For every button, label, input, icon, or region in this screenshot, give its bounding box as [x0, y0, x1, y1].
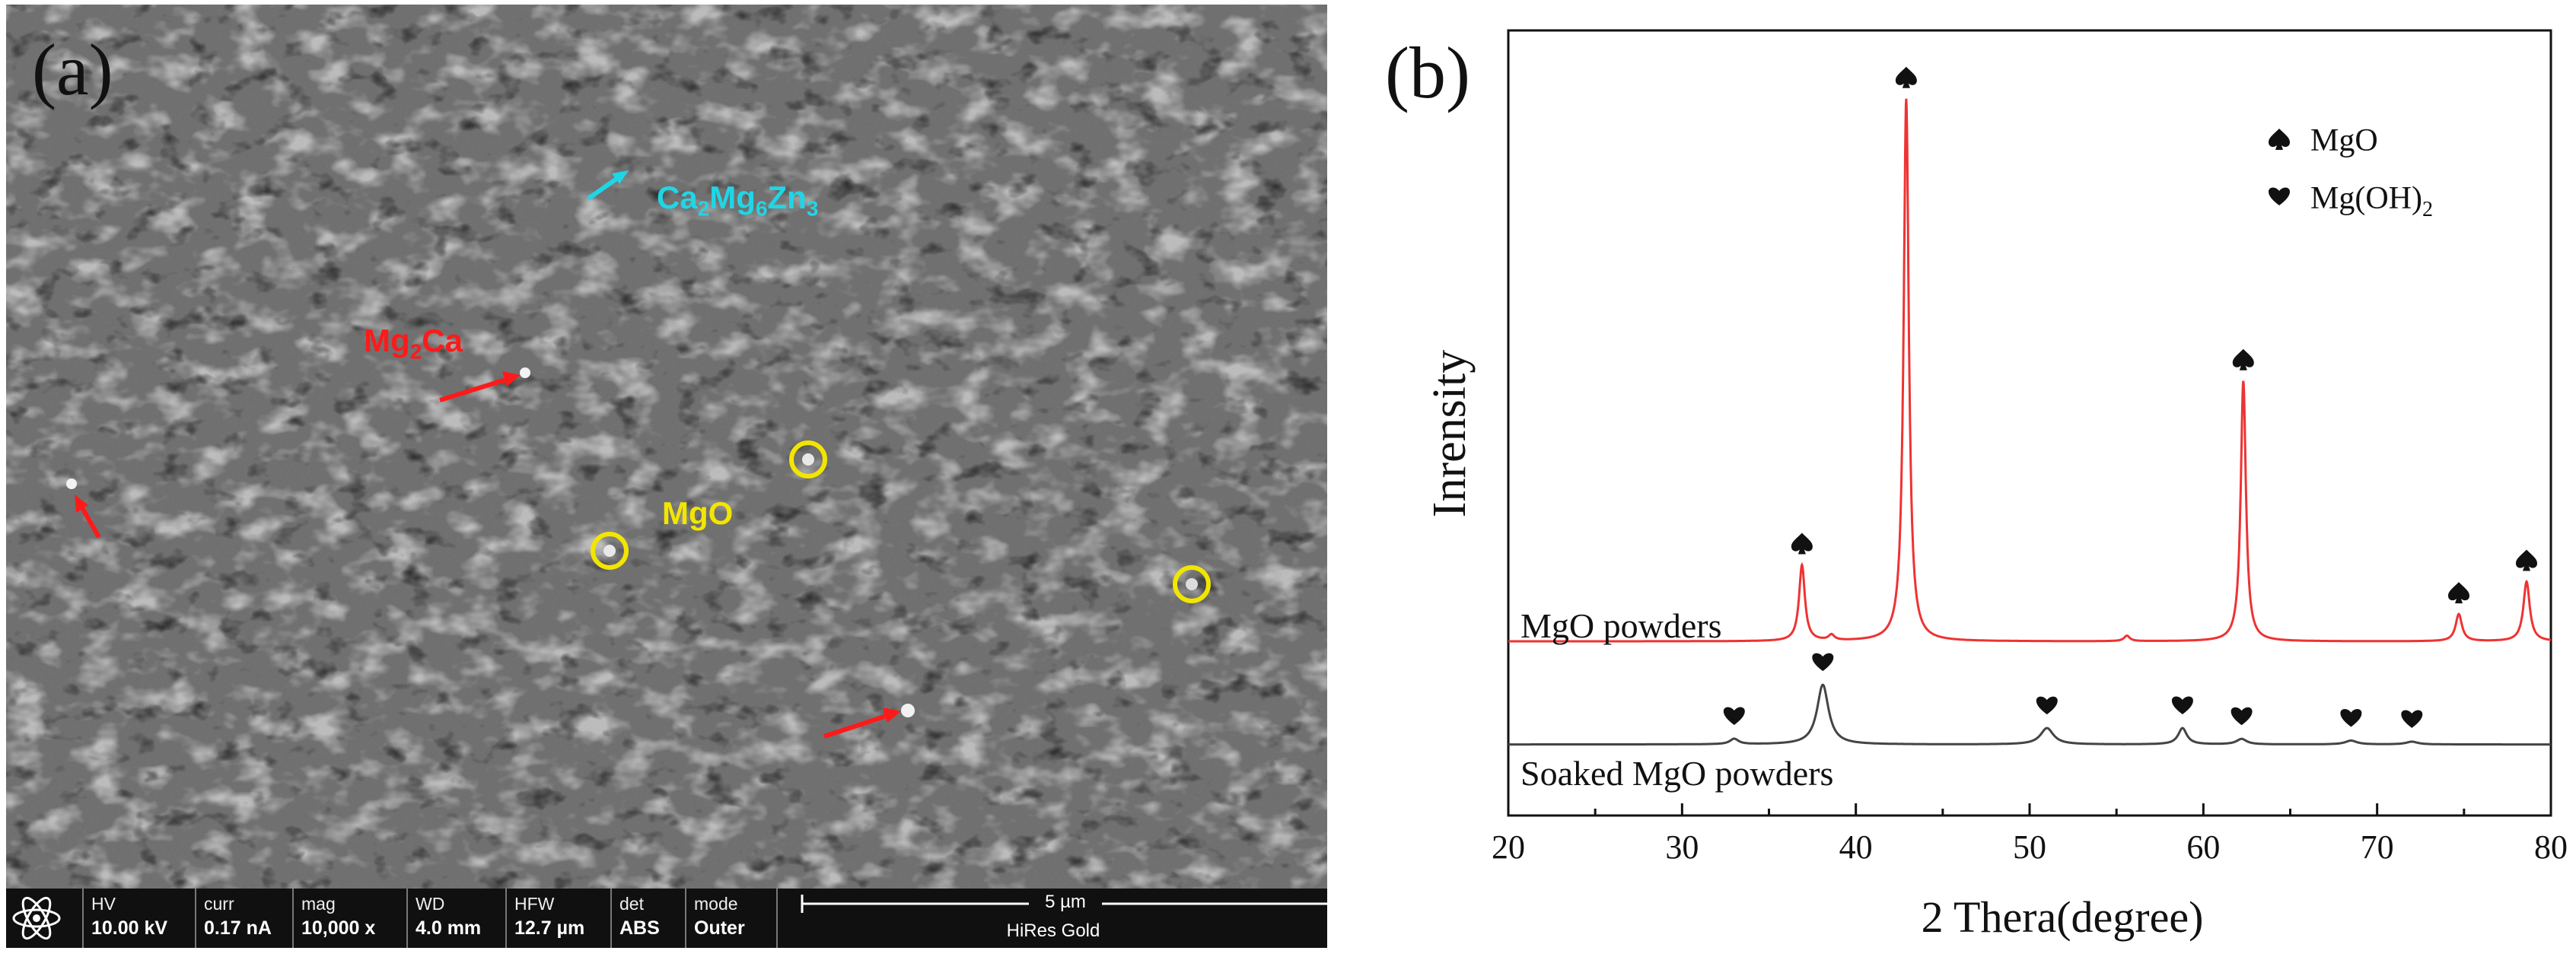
red-arrow-1: [439, 371, 521, 402]
panel-b-label: (b): [1385, 32, 1470, 113]
spade-icon: [2232, 348, 2254, 370]
mag-cell: mag 10,000 x: [292, 889, 406, 948]
chart-axes: [1507, 29, 2552, 817]
cyan-arrow: [587, 170, 629, 201]
spade-icon: [1895, 66, 1917, 88]
scale-bar-label: 5 µm: [1045, 892, 1086, 912]
mgo-particle-circle-3: [1173, 565, 1211, 603]
panel-a-label: (a): [32, 29, 113, 110]
series-layer: [1508, 98, 2551, 746]
scale-caption: HiRes Gold: [1006, 920, 1100, 941]
spade-icon: [2448, 582, 2469, 604]
det-cell: det ABS: [610, 889, 685, 948]
chart-legend: MgO Mg(OH)2: [2269, 123, 2433, 221]
curve-label-mgo: MgO powders: [1520, 606, 1721, 645]
mode-label: mode: [694, 894, 738, 914]
mgo-annotation: MgO: [662, 495, 734, 531]
red-arrow-2: [75, 494, 101, 539]
x-tick-label: 60: [2186, 828, 2220, 866]
x-axis-label: 2 Thera(degree): [1922, 892, 2204, 942]
legend-mgo: MgO: [2310, 123, 2378, 158]
hfw-value: 12.7 µm: [514, 917, 585, 939]
mode-value: Outer: [694, 917, 745, 939]
hfw-label: HFW: [514, 894, 555, 914]
mag-label: mag: [301, 894, 336, 914]
legend-spade-icon: [2269, 129, 2290, 150]
ca2mg6zn3-annotation: Ca2Mg6Zn3: [657, 180, 819, 221]
curr-cell: curr 0.17 nA: [195, 889, 292, 948]
mgo-particle-circle-1: [789, 440, 827, 478]
curr-value: 0.17 nA: [204, 917, 272, 939]
sem-info-bar: HV 10.00 kV curr 0.17 nA mag 10,000 x WD…: [6, 889, 1330, 948]
heart-icon: [2340, 709, 2362, 727]
wd-cell: WD 4.0 mm: [406, 889, 505, 948]
x-tick-label: 50: [2013, 828, 2046, 866]
series-line-0: [1508, 98, 2551, 643]
scale-bar-cell: 5 µm HiRes Gold: [776, 889, 1330, 948]
red-arrow-3: [823, 707, 901, 739]
legend-mgoh2: Mg(OH)2: [2310, 181, 2433, 221]
sem-micrograph: [6, 5, 1327, 889]
x-axis-ticks: 20 30 40 50 60 70 80: [1492, 803, 2568, 866]
hv-label: HV: [91, 894, 116, 914]
hv-cell: HV 10.00 kV: [82, 889, 195, 948]
x-tick-label: 40: [1839, 828, 1873, 866]
heart-icon: [2401, 710, 2423, 728]
heart-icon: [1723, 707, 1745, 725]
atom-icon: [6, 889, 82, 948]
scale-bar: [801, 892, 1330, 914]
legend-heart-icon: [2269, 187, 2290, 205]
x-tick-label: 70: [2361, 828, 2394, 866]
plot-frame: [1507, 29, 2552, 817]
hv-value: 10.00 kV: [91, 917, 168, 939]
det-value: ABS: [619, 917, 660, 939]
heart-icon: [2171, 696, 2193, 714]
x-tick-label: 20: [1492, 828, 1525, 866]
mg2ca-annotation: Mg2Ca: [364, 323, 463, 364]
heart-icon: [1812, 653, 1834, 672]
wd-label: WD: [416, 894, 445, 914]
curr-label: curr: [204, 894, 234, 914]
spade-icon: [1791, 533, 1813, 555]
det-label: det: [619, 894, 644, 914]
heart-icon: [2036, 696, 2058, 715]
curve-label-soaked: Soaked MgO powders: [1520, 754, 1833, 793]
x-tick-label: 30: [1665, 828, 1699, 866]
y-axis-label: Inrensity: [1424, 350, 1476, 517]
mag-value: 10,000 x: [301, 917, 376, 939]
x-tick-label: 80: [2534, 828, 2568, 866]
hfw-cell: HFW 12.7 µm: [505, 889, 610, 948]
spade-icon: [2516, 549, 2537, 571]
heart-icon: [2231, 707, 2253, 726]
mode-cell: mode Outer: [685, 889, 776, 948]
xrd-chart: 20 30 40 50 60 70 80 2 Thera(degree) Inrensity…: [1424, 29, 2568, 942]
wd-value: 4.0 mm: [416, 917, 482, 939]
series-line-1: [1508, 683, 2551, 746]
peak-markers: [1723, 66, 2537, 728]
sem-image-panel: (a) Ca2Mg6Zn3 Mg2Ca MgO HV 10.00 kV curr…: [6, 5, 1330, 948]
mgo-particle-circle-2: [591, 532, 629, 570]
